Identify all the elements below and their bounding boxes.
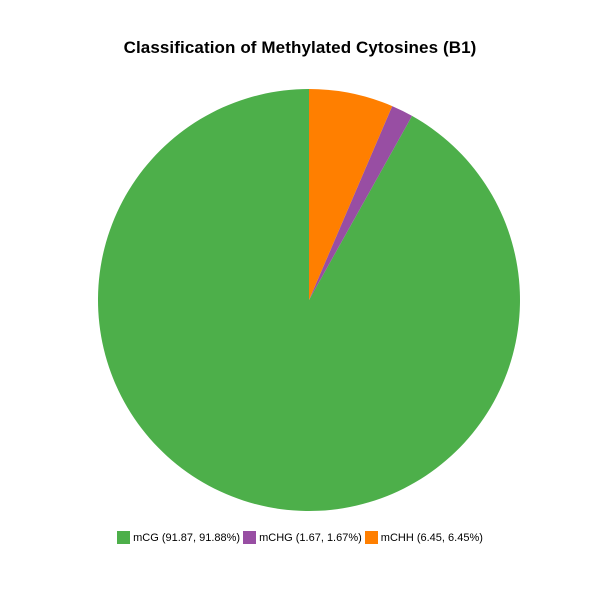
legend-item-mchg: mCHG (1.67, 1.67%)	[243, 531, 362, 544]
chart-title: Classification of Methylated Cytosines (…	[123, 38, 477, 57]
legend-label-mchg: mCHG (1.67, 1.67%)	[259, 531, 362, 544]
legend-item-mcg: mCG (91.87, 91.88%)	[117, 531, 240, 544]
pie-slices	[97, 89, 520, 511]
legend-item-mchh: mCHH (6.45, 6.45%)	[364, 531, 483, 544]
pie-slice-mcg	[97, 89, 520, 511]
legend-swatch-mchg	[243, 531, 257, 544]
chart-legend: mCG (91.87, 91.88%) mCHG (1.67, 1.67%) m…	[0, 531, 600, 544]
pie-slice-mchh	[309, 89, 393, 300]
legend-swatch-mcg	[117, 531, 131, 544]
legend-label-mcg: mCG (91.87, 91.88%)	[133, 531, 241, 544]
pie-slice-mchg	[309, 106, 413, 300]
legend-label-mchh: mCHH (6.45, 6.45%)	[380, 531, 483, 544]
legend-swatch-mchh	[364, 531, 378, 544]
